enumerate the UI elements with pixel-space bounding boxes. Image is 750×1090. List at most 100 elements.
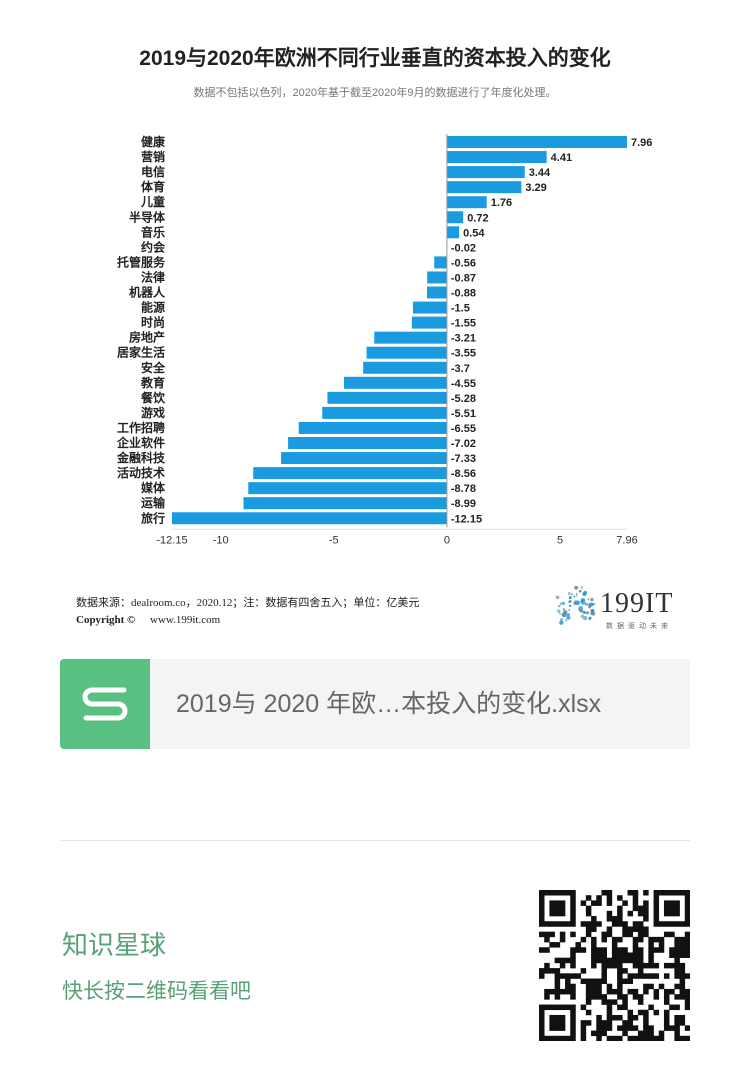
value-label: -0.02 [451, 242, 476, 254]
category-label: 活动技术 [117, 465, 165, 480]
category-label: 营销 [141, 149, 165, 164]
category-label: 居家生活 [117, 345, 165, 360]
value-label: -8.56 [451, 468, 476, 480]
x-tick-label: -10 [213, 534, 229, 546]
x-tick-label: 5 [557, 534, 563, 546]
bar [427, 271, 447, 284]
category-label: 托管服务 [117, 254, 166, 269]
bar [412, 301, 447, 314]
category-label: 餐饮 [141, 390, 166, 405]
brand-tagline: 数据驱动未来 [606, 623, 672, 630]
category-label: 媒体 [141, 480, 166, 495]
value-label: 4.41 [551, 152, 572, 164]
x-tick-label: -5 [329, 534, 339, 546]
value-label: -3.7 [451, 363, 470, 375]
x-tick-label: 7.96 [616, 534, 637, 546]
value-label: -6.55 [451, 423, 476, 435]
bar [248, 482, 447, 495]
value-label: 1.76 [491, 197, 512, 209]
brand-name: 199IT [600, 588, 674, 619]
bar [411, 316, 447, 329]
bar [322, 406, 447, 419]
bar [363, 361, 447, 374]
bar [298, 421, 447, 434]
category-label: 健康 [141, 134, 166, 149]
value-label: -8.99 [451, 498, 476, 510]
qr-code-icon[interactable] [539, 890, 690, 1041]
category-label: 游戏 [141, 405, 165, 420]
bar [243, 497, 447, 510]
value-label: 7.96 [631, 137, 652, 149]
value-label: 0.54 [463, 227, 485, 239]
value-label: -0.87 [451, 272, 476, 284]
category-label: 金融科技 [116, 450, 166, 465]
bar [446, 226, 460, 239]
value-label: -3.55 [451, 348, 476, 360]
bar [288, 437, 447, 449]
value-label: 0.72 [467, 212, 488, 224]
value-label: -12.15 [451, 513, 482, 525]
category-label: 房地产 [129, 330, 165, 345]
file-attachment-card[interactable]: 2019与 2020 年欧…本投入的变化.xlsx [60, 659, 690, 749]
bar [446, 151, 547, 164]
category-label: 机器人 [129, 285, 166, 300]
value-label: -0.56 [451, 257, 476, 269]
category-label: 时尚 [141, 315, 165, 330]
value-label: -5.28 [451, 393, 476, 405]
bar [446, 166, 525, 179]
brand-logo-icon [555, 586, 596, 625]
bar [172, 512, 447, 525]
x-tick-label: 0 [444, 534, 450, 546]
knowledge-planet-title: 知识星球 [62, 930, 167, 960]
bar [446, 211, 464, 224]
value-label: -1.55 [451, 318, 476, 330]
spreadsheet-file-icon [60, 659, 150, 749]
value-label: 3.29 [525, 182, 546, 194]
category-label: 体育 [141, 179, 165, 194]
value-label: -3.21 [451, 333, 476, 345]
value-label: -1.5 [451, 303, 470, 315]
bar-chart: 健康 7.96 营销 4.41 电信 3.44 体育 3.29 儿童 1.76 半导体 0.72 音乐 0… [116, 134, 652, 546]
category-label: 运输 [141, 495, 166, 510]
value-label: -5.51 [451, 408, 476, 420]
value-label: 3.44 [529, 167, 551, 179]
category-label: 半导体 [129, 209, 166, 224]
category-label: 教育 [140, 375, 165, 390]
website-link[interactable]: www.199it.com [150, 614, 221, 626]
bar [253, 467, 447, 480]
bar [434, 256, 447, 269]
value-label: -0.88 [451, 288, 476, 300]
category-label: 企业软件 [116, 435, 165, 450]
value-label: -8.78 [451, 483, 476, 495]
file-name: 2019与 2020 年欧…本投入的变化.xlsx [176, 690, 602, 718]
category-label: 安全 [141, 360, 166, 375]
knowledge-planet-subtitle: 快长按二维码看看吧 [62, 980, 251, 1003]
copyright-label: Copyright © [76, 614, 136, 626]
bar [446, 196, 487, 209]
category-label: 法律 [141, 269, 165, 284]
value-label: -4.55 [451, 378, 476, 390]
bar [327, 391, 447, 404]
category-label: 约会 [141, 239, 166, 254]
chart-subtitle: 数据不包括以色列，2020年基于截至2020年9月的数据进行了年度化处理。 [193, 87, 557, 99]
bar [366, 346, 447, 359]
category-label: 音乐 [141, 224, 165, 239]
category-label: 旅行 [141, 510, 165, 525]
bar [343, 376, 447, 389]
category-label: 儿童 [140, 194, 165, 209]
x-tick-label: -12.15 [156, 534, 187, 546]
chart-title: 2019与2020年欧洲不同行业垂直的资本投入的变化 [139, 47, 611, 70]
bar [426, 286, 447, 299]
data-source-note: 数据来源：dealroom.co，2020.12；注：数据有四舍五入；单位：亿美… [76, 597, 420, 609]
copyright-line: Copyright © www.199it.com [76, 614, 220, 626]
value-label: -7.02 [451, 438, 476, 450]
category-label: 电信 [141, 164, 165, 179]
category-label: 能源 [141, 300, 165, 315]
bar [374, 331, 447, 344]
bar [446, 136, 627, 148]
bar [281, 452, 447, 465]
divider [60, 840, 690, 841]
category-label: 工作招聘 [117, 420, 165, 435]
value-label: -7.33 [451, 453, 476, 465]
bar [446, 181, 522, 194]
